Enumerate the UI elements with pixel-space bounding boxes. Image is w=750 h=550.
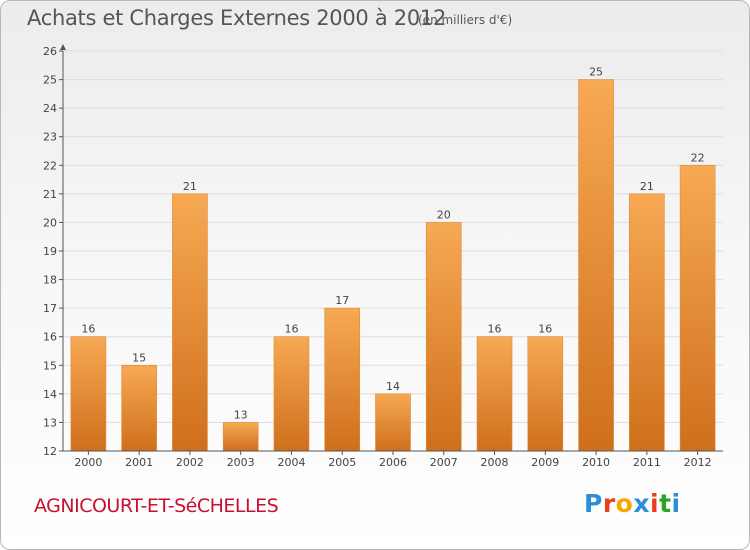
commune-name: AGNICOURT-ET-SéCHELLES: [34, 495, 279, 517]
data-label: 16: [284, 323, 298, 336]
y-tick-label: 22: [43, 159, 57, 172]
data-label: 20: [437, 208, 451, 221]
y-tick-label: 17: [43, 302, 57, 315]
y-tick-label: 12: [43, 445, 57, 458]
x-tick-label: 2006: [379, 456, 407, 469]
data-label: 21: [640, 180, 654, 193]
logo-letter: P: [584, 489, 603, 518]
x-tick-label: 2003: [227, 456, 255, 469]
y-tick-label: 14: [43, 388, 57, 401]
data-label: 16: [488, 323, 502, 336]
x-tick-label: 2004: [277, 456, 305, 469]
x-tick-label: 2007: [430, 456, 458, 469]
bar: [629, 193, 665, 452]
y-tick-label: 16: [43, 331, 57, 344]
data-label: 16: [538, 323, 552, 336]
x-tick-label: 2000: [74, 456, 102, 469]
bar: [172, 193, 208, 452]
y-tick-label: 13: [43, 416, 57, 429]
y-axis-arrow: [60, 44, 66, 50]
y-tick-label: 20: [43, 216, 57, 229]
data-label: 25: [589, 66, 603, 79]
bar: [679, 164, 716, 452]
x-tick-label: 2009: [531, 456, 559, 469]
data-label: 14: [386, 380, 400, 393]
y-tick-label: 24: [43, 102, 57, 115]
x-tick-label: 2001: [125, 456, 153, 469]
logo-letter: i: [650, 489, 660, 518]
bar: [578, 79, 614, 452]
y-tick-label: 26: [43, 45, 57, 58]
y-tick-label: 15: [43, 359, 57, 372]
logo-letter: i: [671, 489, 681, 518]
bar: [222, 422, 259, 452]
data-label: 22: [691, 151, 705, 164]
proxiti-logo[interactable]: Proxiti: [584, 489, 681, 518]
logo-letter: t: [659, 489, 672, 518]
bar: [121, 364, 157, 452]
bar: [476, 336, 513, 452]
x-tick-label: 2002: [176, 456, 204, 469]
chart-unit: (en milliers d'€): [418, 13, 513, 27]
x-tick-label: 2008: [481, 456, 509, 469]
y-tick-label: 23: [43, 131, 57, 144]
bar: [70, 336, 107, 452]
bar: [425, 222, 462, 452]
data-label: 13: [234, 408, 248, 421]
logo-letter: r: [602, 489, 616, 518]
data-label: 21: [183, 180, 197, 193]
bar: [527, 336, 564, 452]
logo-letter: x: [633, 489, 650, 518]
x-tick-label: 2012: [684, 456, 712, 469]
logo-letter: o: [615, 489, 634, 518]
y-tick-label: 19: [43, 245, 57, 258]
data-label: 15: [132, 351, 146, 364]
chart-title: Achats et Charges Externes 2000 à 2012: [27, 6, 447, 30]
bar: [375, 393, 411, 452]
y-tick-label: 21: [43, 188, 57, 201]
y-tick-label: 25: [43, 74, 57, 87]
bar: [273, 336, 310, 452]
y-tick-label: 18: [43, 274, 57, 287]
x-tick-label: 2011: [633, 456, 661, 469]
data-label: 16: [81, 323, 95, 336]
x-tick-label: 2005: [328, 456, 356, 469]
x-tick-label: 2010: [582, 456, 610, 469]
data-label: 17: [335, 294, 349, 307]
bar: [324, 307, 361, 452]
